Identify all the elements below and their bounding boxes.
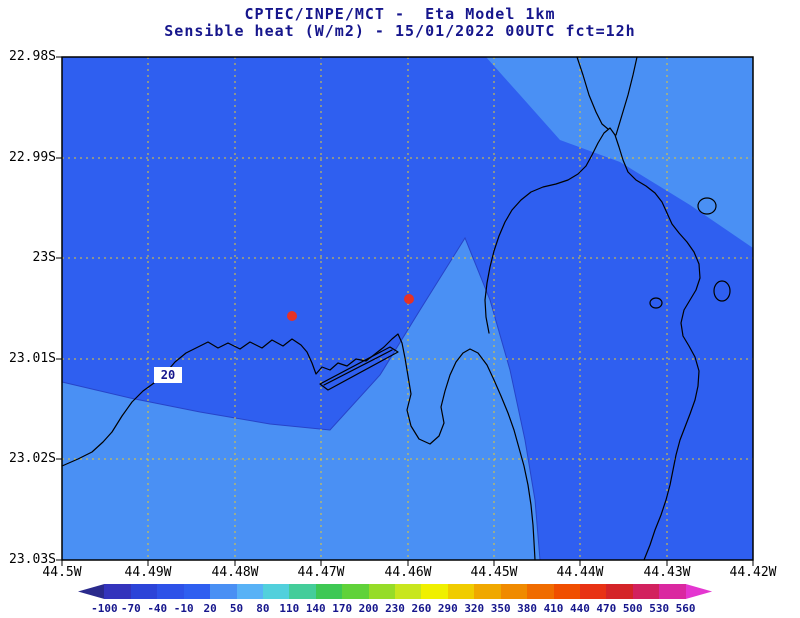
graticule-gridlines: [62, 57, 753, 560]
colorbar-cell: [368, 584, 396, 599]
lon-tick-label: 44.43W: [643, 565, 691, 580]
colorbar-cell: [474, 584, 501, 599]
colorbar-cell: [130, 584, 158, 599]
colorbar-label: 530: [649, 602, 670, 615]
coastline-top-inlet-east: [615, 56, 638, 136]
colorbar-arrow-left: [78, 584, 105, 599]
colorbar-label: 200: [358, 602, 379, 615]
coastlines: [61, 56, 731, 561]
field-region-light-central: [62, 238, 540, 560]
lon-tick-label: 44.45W: [470, 565, 518, 580]
colorbar-label: 170: [332, 602, 353, 615]
island-small-1: [697, 197, 717, 215]
colorbar-label: 230: [385, 602, 405, 615]
colorbar-label: 560: [675, 602, 696, 615]
colorbar-label: 320: [464, 602, 485, 615]
lon-tick-label: 44.48W: [211, 565, 259, 580]
lat-tick-label: 22.98S: [9, 49, 56, 64]
lon-tick-label: 44.46W: [384, 565, 432, 580]
axis-ticks: [56, 56, 754, 566]
colorbar-cell: [210, 584, 237, 599]
island-elongated: [319, 346, 399, 391]
colorbar-cell: [659, 584, 686, 599]
colorbar-label: -10: [173, 602, 194, 615]
colorbar-cell: [632, 584, 660, 599]
colorbar-label: 350: [490, 602, 511, 615]
colorbar-label: 260: [411, 602, 432, 615]
colorbar-cell: [342, 584, 369, 599]
colorbar-label: 410: [543, 602, 564, 615]
colorbar-cell: [183, 584, 211, 599]
colorbar-label: 380: [517, 602, 538, 615]
colorbar-cell: [580, 584, 607, 599]
colorbar-label: -70: [120, 602, 141, 615]
coastline-right-landmass: [484, 127, 701, 561]
colorbar-cell: [500, 584, 528, 599]
colorbar-label: 440: [569, 602, 590, 615]
contour-line-20: [61, 236, 541, 561]
colorbar-cell: [606, 584, 633, 599]
colorbar-cell: [395, 584, 422, 599]
colorbar-label: -40: [147, 602, 168, 615]
chart-title: CPTEC/INPE/MCT - Eta Model 1km: [244, 5, 556, 23]
coastline-mainland: [61, 333, 536, 561]
island-small-2: [713, 280, 731, 302]
colorbar-label: 80: [256, 602, 270, 615]
lat-tick-label: 22.99S: [9, 150, 56, 165]
chart-subtitle: Sensible heat (W/m2) - 15/01/2022 00UTC …: [164, 22, 636, 40]
colorbar-arrow-right: [685, 584, 713, 599]
lat-tick-label: 23.01S: [9, 351, 56, 366]
station-markers: [287, 294, 414, 321]
lon-tick-label: 44.5W: [42, 565, 82, 580]
colorbar: [78, 584, 713, 599]
station-marker-dot: [404, 294, 414, 304]
coastline-top-inlet-west: [576, 56, 609, 130]
island-small-3: [649, 297, 663, 309]
colorbar-cell: [447, 584, 475, 599]
lat-tick-label: 23.03S: [9, 552, 56, 567]
lat-tick-label: 23S: [32, 250, 56, 265]
plot-frame: [61, 56, 754, 561]
colorbar-label: 470: [596, 602, 617, 615]
colorbar-label: 20: [203, 602, 217, 615]
colorbar-label: -100: [91, 602, 118, 615]
colorbar-cell: [553, 584, 581, 599]
colorbar-cell: [421, 584, 448, 599]
colorbar-cell: [262, 584, 290, 599]
colorbar-label: 140: [305, 602, 326, 615]
lat-tick-label: 23.02S: [9, 451, 56, 466]
colorbar-cell: [157, 584, 184, 599]
colorbar-cell: [315, 584, 343, 599]
station-marker-dot: [287, 311, 297, 321]
colorbar-cell: [104, 584, 131, 599]
colorbar-label: 290: [437, 602, 458, 615]
lon-tick-label: 44.42W: [729, 565, 777, 580]
colorbar-label: 500: [622, 602, 643, 615]
colorbar-cell: [527, 584, 554, 599]
island-elongated-inner-line: [323, 349, 393, 386]
colorbar-label: 110: [279, 602, 300, 615]
lon-tick-label: 44.49W: [124, 565, 172, 580]
colorbar-cell: [236, 584, 263, 599]
contour-value-label: 20: [154, 367, 182, 383]
lon-tick-label: 44.44W: [556, 565, 604, 580]
lon-tick-label: 44.47W: [297, 565, 345, 580]
colorbar-label: 50: [229, 602, 244, 615]
colorbar-cell: [289, 584, 316, 599]
field-region-light-northeast: [486, 57, 753, 248]
